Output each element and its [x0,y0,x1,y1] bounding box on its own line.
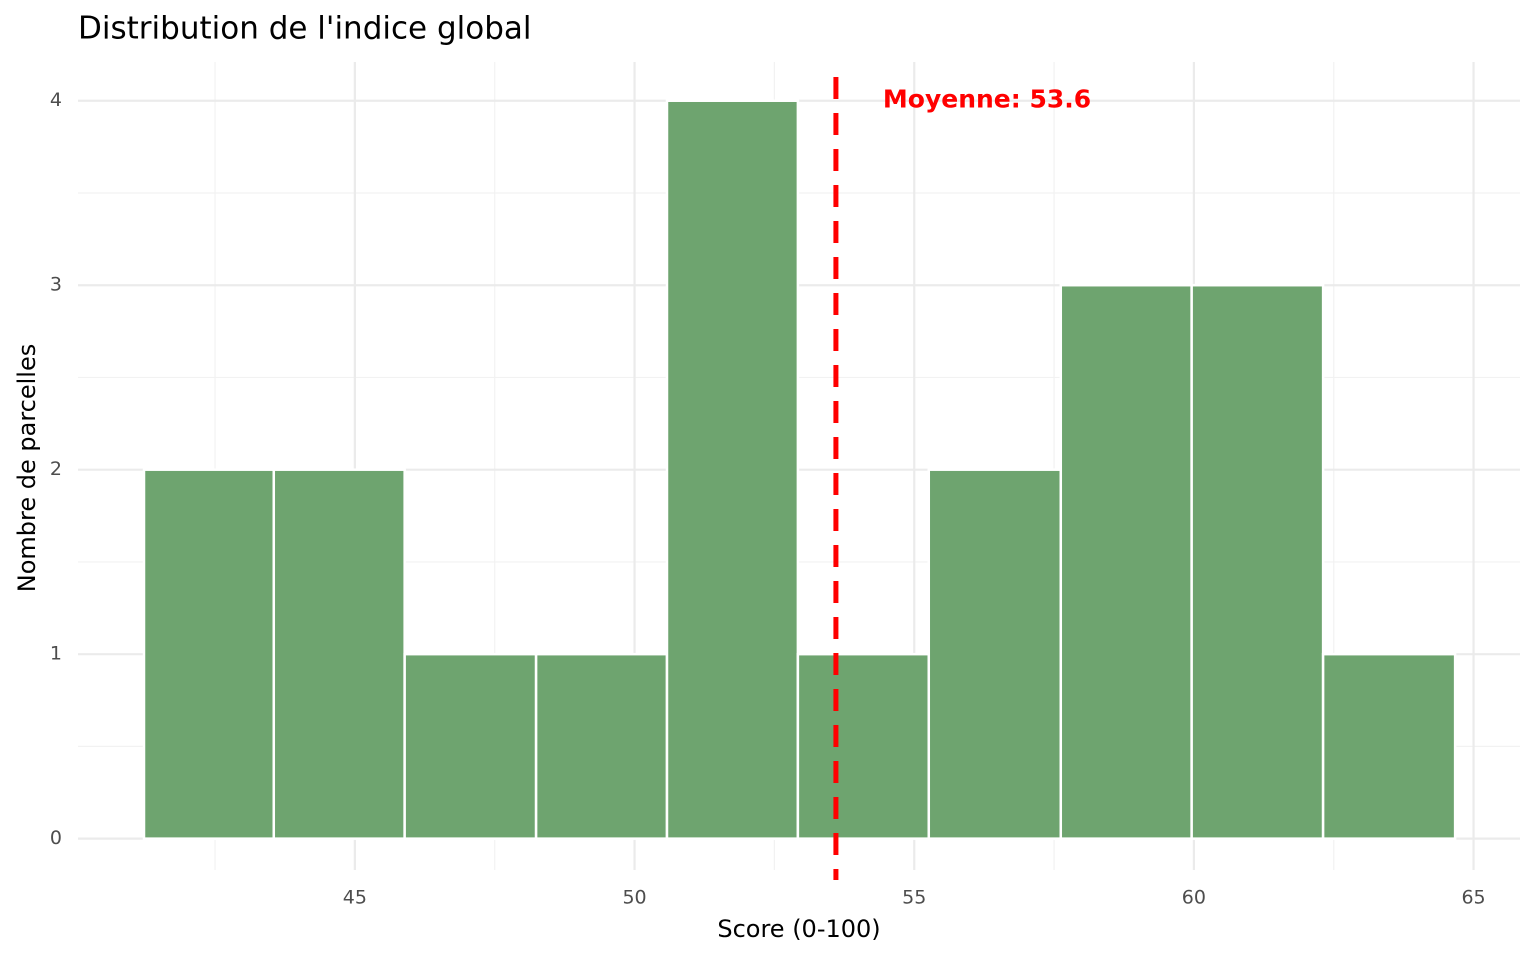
bar [796,652,931,840]
y-axis-label: Nombre de parcelles [13,344,41,592]
x-tick-label: 50 [622,887,646,909]
bar [403,652,538,840]
x-tick-label: 45 [343,887,367,909]
x-tick-label: 65 [1461,887,1485,909]
bar [142,468,276,840]
bar [1190,283,1325,840]
mean-annotation: Moyenne: 53.6 [883,85,1091,114]
y-tick-label: 1 [50,643,62,665]
y-tick-label: 3 [50,274,62,296]
bar [1321,652,1457,840]
x-tick-label: 55 [902,887,926,909]
x-tick-label: 60 [1182,887,1206,909]
bar [534,652,669,840]
bar [927,468,1063,840]
y-tick-label: 2 [50,458,62,480]
y-tick-label: 4 [50,89,62,111]
x-axis-label: Score (0-100) [717,915,880,943]
bar [1059,283,1193,840]
bar [665,99,800,840]
chart-title: Distribution de l'indice global [78,11,532,47]
y-tick-label: 0 [50,827,62,849]
bar [272,468,406,840]
